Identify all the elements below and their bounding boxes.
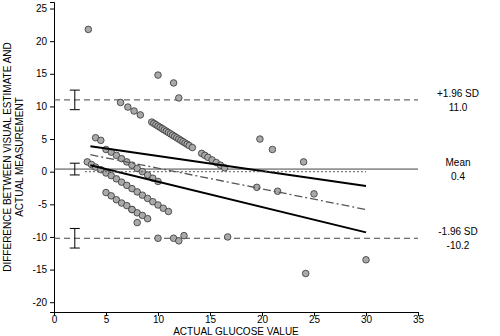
point (85, 26, 92, 33)
y-tick-label: -20 (33, 297, 48, 308)
reference-line (54, 238, 418, 239)
y-tick-mark (50, 270, 54, 271)
point (363, 256, 370, 263)
reference-value-label: 11.0 (449, 102, 468, 113)
point (117, 99, 124, 106)
y-tick-mark (50, 139, 54, 140)
point (137, 112, 144, 119)
point (300, 159, 307, 166)
y-tick-mark (50, 106, 54, 107)
reference-value-label: -10.2 (447, 240, 470, 251)
x-tick: 30 (361, 312, 373, 325)
x-tick-label: 30 (361, 314, 373, 325)
y-tick-label: 25 (36, 3, 48, 14)
y-tick-mark (50, 204, 54, 205)
x-axis-title: ACTUAL GLUCOSE VALUE (173, 326, 299, 336)
point (129, 206, 136, 213)
y-tick-label: -5 (38, 199, 47, 210)
y-tick-mark (50, 74, 54, 75)
point (125, 104, 132, 111)
y-axis-line (50, 3, 55, 313)
y-tick-label: 0 (41, 166, 47, 177)
chart: 0 5 10 15 20 25 30 35 -20 -15 -10 -5 0 5 10 15 20 25 ACTUA… (0, 0, 500, 336)
x-tick: 10 (153, 312, 165, 325)
point (189, 144, 196, 151)
y-tick: -5 (38, 199, 54, 210)
point (155, 72, 162, 79)
x-tick-label: 15 (205, 314, 217, 325)
y-tick-label: 15 (36, 68, 48, 79)
plot-area (54, 26, 418, 277)
y-tick-mark (50, 9, 54, 10)
y-tick: -10 (33, 232, 54, 243)
y-axis-title: ACTUAL MEASUREMENT (14, 97, 25, 217)
x-tick: 25 (309, 312, 321, 325)
y-tick-label: 20 (36, 36, 48, 47)
y-axis: -20 -15 -10 -5 0 5 10 15 20 25 (33, 3, 55, 313)
reference-line (54, 99, 418, 100)
point (269, 146, 276, 153)
point (98, 137, 105, 144)
point (129, 206, 136, 213)
x-tick: 15 (205, 312, 217, 325)
reference-label: +1.96 SD (437, 88, 479, 99)
y-tick: 10 (36, 101, 54, 112)
point (155, 235, 162, 242)
x-tick-label: 5 (104, 314, 110, 325)
y-tick-label: -15 (33, 264, 48, 275)
point (311, 191, 318, 198)
reference-label: Mean (445, 157, 470, 168)
error-bar (70, 90, 80, 110)
error-bar (70, 163, 80, 175)
x-axis: 0 5 10 15 20 25 30 35 (52, 312, 425, 325)
error-bar (70, 228, 80, 248)
x-tick: 5 (104, 312, 110, 325)
point (134, 219, 141, 226)
y-tick: 0 (41, 166, 54, 177)
point (302, 270, 309, 277)
x-tick-label: 0 (52, 314, 58, 325)
point (176, 95, 183, 102)
x-tick-label: 35 (413, 314, 425, 325)
y-tick-mark (50, 41, 54, 42)
point (144, 215, 151, 222)
y-tick: 25 (36, 3, 54, 14)
point (176, 238, 183, 245)
trend-line (85, 171, 366, 172)
reference-label: -1.96 SD (438, 226, 477, 237)
y-tick-label: 5 (41, 134, 47, 145)
y-axis-title: DIFFERENCE BETWEEN VISUAL ESTIMATE AND (2, 42, 13, 271)
x-tick-label: 25 (309, 314, 321, 325)
x-tick: 35 (413, 312, 425, 325)
y-tick: 15 (36, 68, 54, 79)
y-tick: 20 (36, 36, 54, 47)
trend-line (90, 155, 366, 210)
y-tick-mark (50, 172, 54, 173)
trend-line (90, 165, 366, 232)
point (131, 108, 138, 115)
reference-value-label: 0.4 (451, 171, 465, 182)
point (257, 136, 264, 143)
point (224, 234, 231, 241)
y-tick-label: -10 (33, 232, 48, 243)
point (170, 80, 177, 87)
y-tick: -20 (33, 297, 54, 308)
y-tick-label: 10 (36, 101, 48, 112)
y-tick-mark (50, 237, 54, 238)
point (165, 208, 172, 215)
point (181, 232, 188, 239)
trend-line (90, 146, 366, 186)
x-tick: 20 (257, 312, 269, 325)
x-tick-label: 10 (153, 314, 165, 325)
y-tick: -15 (33, 264, 54, 275)
x-tick-label: 20 (257, 314, 269, 325)
x-tick: 0 (52, 312, 58, 325)
y-tick: 5 (41, 134, 54, 145)
y-tick-mark (50, 302, 54, 303)
